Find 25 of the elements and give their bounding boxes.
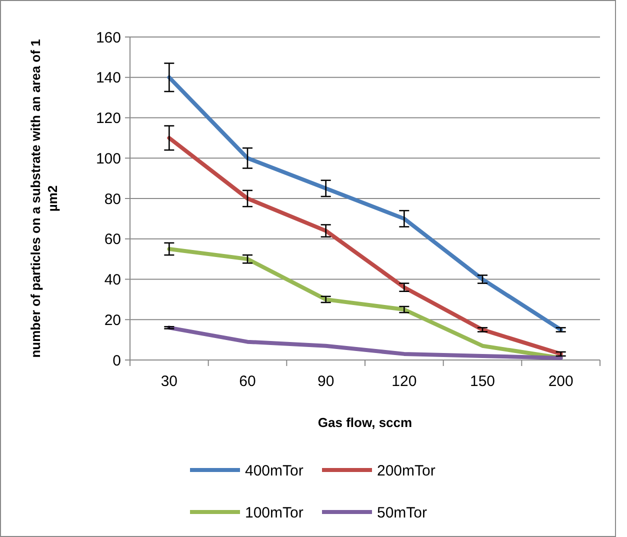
y-tick-label: 40 bbox=[104, 272, 121, 288]
y-tick-label: 80 bbox=[104, 190, 121, 208]
y-tick-label: 160 bbox=[96, 29, 121, 46]
y-tick-label: 100 bbox=[96, 150, 121, 168]
y-tick-label: 140 bbox=[96, 70, 121, 87]
line-series bbox=[167, 136, 563, 356]
line-series bbox=[167, 246, 563, 360]
x-tick-label: 60 bbox=[239, 373, 256, 390]
y-axis-title: number of particles on a substrate with an area of 1 µm2 bbox=[28, 39, 60, 358]
y-tick-label: 120 bbox=[96, 110, 121, 127]
legend-label: 50mTor bbox=[377, 504, 428, 522]
y-tick-label: 0 bbox=[112, 352, 121, 370]
y-tick-label: 20 bbox=[104, 312, 121, 329]
line-series bbox=[167, 326, 563, 360]
legend-label: 200mTor bbox=[377, 462, 436, 480]
line-series bbox=[167, 75, 563, 332]
legend-label: 100mTor bbox=[245, 504, 304, 522]
x-tick-label: 90 bbox=[317, 373, 334, 390]
x-tick-label: 150 bbox=[470, 373, 496, 390]
x-tick-label: 120 bbox=[392, 373, 417, 390]
y-tick-label: 60 bbox=[104, 231, 121, 248]
x-tick-label: 30 bbox=[160, 373, 178, 390]
x-axis-title: Gas flow, sccm bbox=[318, 415, 412, 430]
legend-label: 400mTor bbox=[245, 462, 304, 480]
x-tick-label: 200 bbox=[548, 373, 574, 390]
